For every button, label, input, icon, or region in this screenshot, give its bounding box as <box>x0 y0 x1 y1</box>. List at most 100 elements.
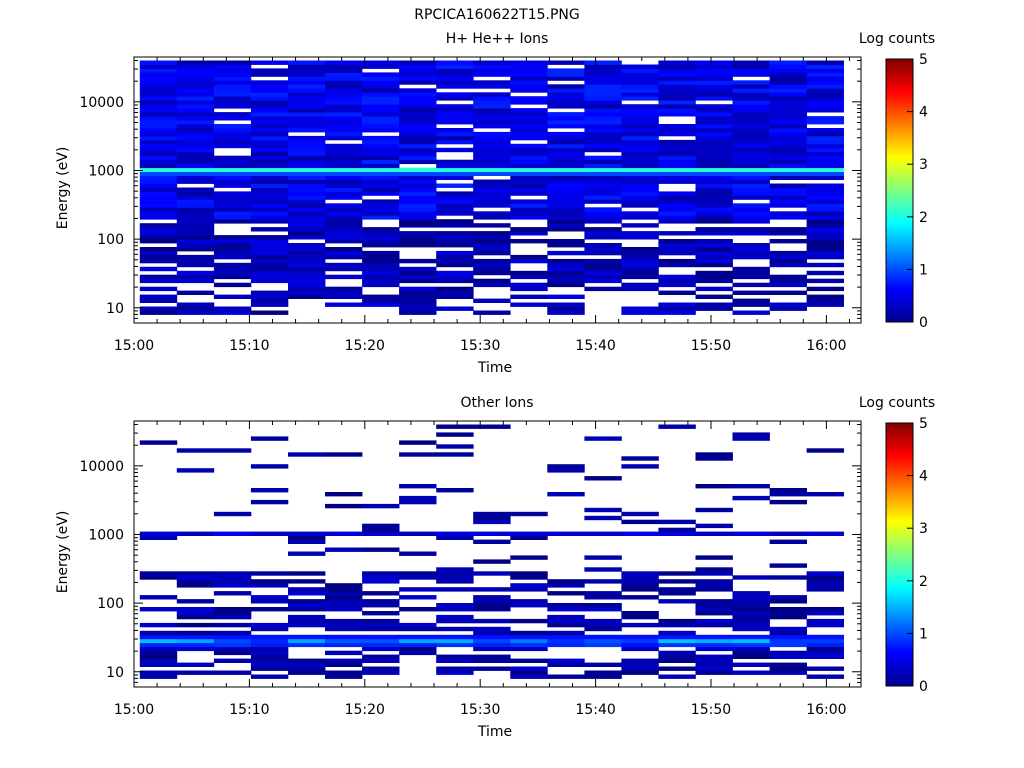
heatmap-cell <box>806 80 844 85</box>
heatmap-cell <box>436 147 474 153</box>
heatmap-cell <box>250 646 289 652</box>
heatmap-cell <box>176 638 215 644</box>
heatmap-cell <box>547 622 585 628</box>
heatmap-cell <box>325 155 363 161</box>
heatmap-cell <box>436 80 474 85</box>
heatmap-cell <box>362 531 400 536</box>
heatmap-cell <box>695 306 733 311</box>
heatmap-cell <box>695 64 733 69</box>
heatmap-cell <box>732 84 770 89</box>
heatmap-cell <box>695 622 733 628</box>
heatmap-cell <box>547 171 585 176</box>
heatmap-cell <box>288 551 326 556</box>
heatmap-cell <box>250 488 289 493</box>
heatmap-cell <box>621 611 659 616</box>
heatmap-cell <box>213 270 252 276</box>
heatmap-cell <box>547 630 585 636</box>
heatmap-cell <box>584 219 622 224</box>
heatmap-cell <box>362 179 400 184</box>
heatmap-cell <box>547 310 585 315</box>
heatmap-cell <box>658 666 696 671</box>
heatmap-cell <box>362 302 400 307</box>
heatmap-cell <box>213 80 252 85</box>
heatmap-cell <box>695 183 733 188</box>
heatmap-cell <box>362 203 400 208</box>
heatmap-cell <box>621 215 659 220</box>
heatmap-cell <box>769 290 807 295</box>
heatmap-cell <box>139 171 178 176</box>
heatmap-cell <box>621 116 659 121</box>
heatmap-cell <box>621 167 659 172</box>
heatmap-cell <box>806 199 844 204</box>
heatmap-cell <box>584 262 622 268</box>
heatmap-cell <box>510 167 548 172</box>
heatmap-cell <box>362 642 400 648</box>
heatmap-cell <box>362 239 400 244</box>
heatmap-cell <box>547 658 585 663</box>
heatmap-cell <box>325 674 363 679</box>
x-tick-label: 16:00 <box>806 338 846 354</box>
heatmap-cell <box>473 124 511 129</box>
heatmap-cell <box>176 662 215 667</box>
heatmap-cell <box>325 104 363 109</box>
heatmap-cell <box>732 614 770 620</box>
heatmap-cell <box>584 638 622 644</box>
heatmap-cell <box>695 175 733 180</box>
heatmap-cell <box>621 456 659 461</box>
heatmap-cell <box>436 270 474 276</box>
heatmap-cell <box>806 219 844 224</box>
heatmap-cell <box>621 658 659 663</box>
heatmap-cell <box>732 124 770 129</box>
heatmap-cell <box>362 128 400 133</box>
heatmap-cell <box>510 211 548 216</box>
heatmap-cell <box>695 199 733 204</box>
heatmap-cell <box>473 539 511 544</box>
heatmap-cell <box>399 223 437 228</box>
heatmap-cell <box>584 235 622 240</box>
heatmap-cell <box>584 147 622 153</box>
heatmap-cell <box>621 72 659 77</box>
heatmap-cell <box>213 658 252 663</box>
heatmap-cell <box>325 88 363 93</box>
heatmap-cell <box>176 642 215 648</box>
y-axis-label: Energy (eV) <box>55 511 71 594</box>
heatmap-cell <box>806 151 844 157</box>
heatmap-cell <box>176 163 215 169</box>
heatmap-cell <box>473 155 511 161</box>
heatmap-cell <box>473 646 511 652</box>
heatmap-cell <box>769 151 807 157</box>
heatmap-cell <box>621 124 659 129</box>
heatmap-cell <box>250 258 289 264</box>
heatmap-cell <box>325 128 363 133</box>
heatmap-cell <box>658 195 696 200</box>
heatmap-cell <box>695 654 733 659</box>
heatmap-cell <box>176 611 215 616</box>
heatmap-cell <box>547 262 585 268</box>
heatmap-cell <box>250 290 289 295</box>
heatmap-cell <box>362 100 400 105</box>
heatmap-cell <box>547 72 585 77</box>
heatmap-cell <box>399 88 437 93</box>
heatmap-cell <box>510 203 548 208</box>
heatmap-cell <box>436 203 474 208</box>
heatmap-cell <box>732 187 770 192</box>
heatmap-cell <box>621 151 659 157</box>
heatmap-cell <box>288 286 326 292</box>
heatmap-cell <box>695 646 733 652</box>
heatmap-cell <box>473 424 511 429</box>
heatmap-cell <box>288 227 326 232</box>
heatmap-cell <box>139 674 178 679</box>
heatmap-cell <box>695 670 733 675</box>
heatmap-cell <box>806 68 844 73</box>
heatmap-cell <box>213 135 252 141</box>
heatmap-cell <box>213 100 252 105</box>
heatmap-cell <box>584 607 622 612</box>
heatmap-cell <box>399 595 437 600</box>
heatmap-cell <box>621 108 659 113</box>
heatmap-cell <box>658 104 696 109</box>
heatmap-cell <box>250 294 289 299</box>
heatmap-cell <box>176 104 215 109</box>
heatmap-cell <box>176 579 215 584</box>
heatmap-cell <box>213 579 252 584</box>
heatmap-cell <box>399 286 437 292</box>
